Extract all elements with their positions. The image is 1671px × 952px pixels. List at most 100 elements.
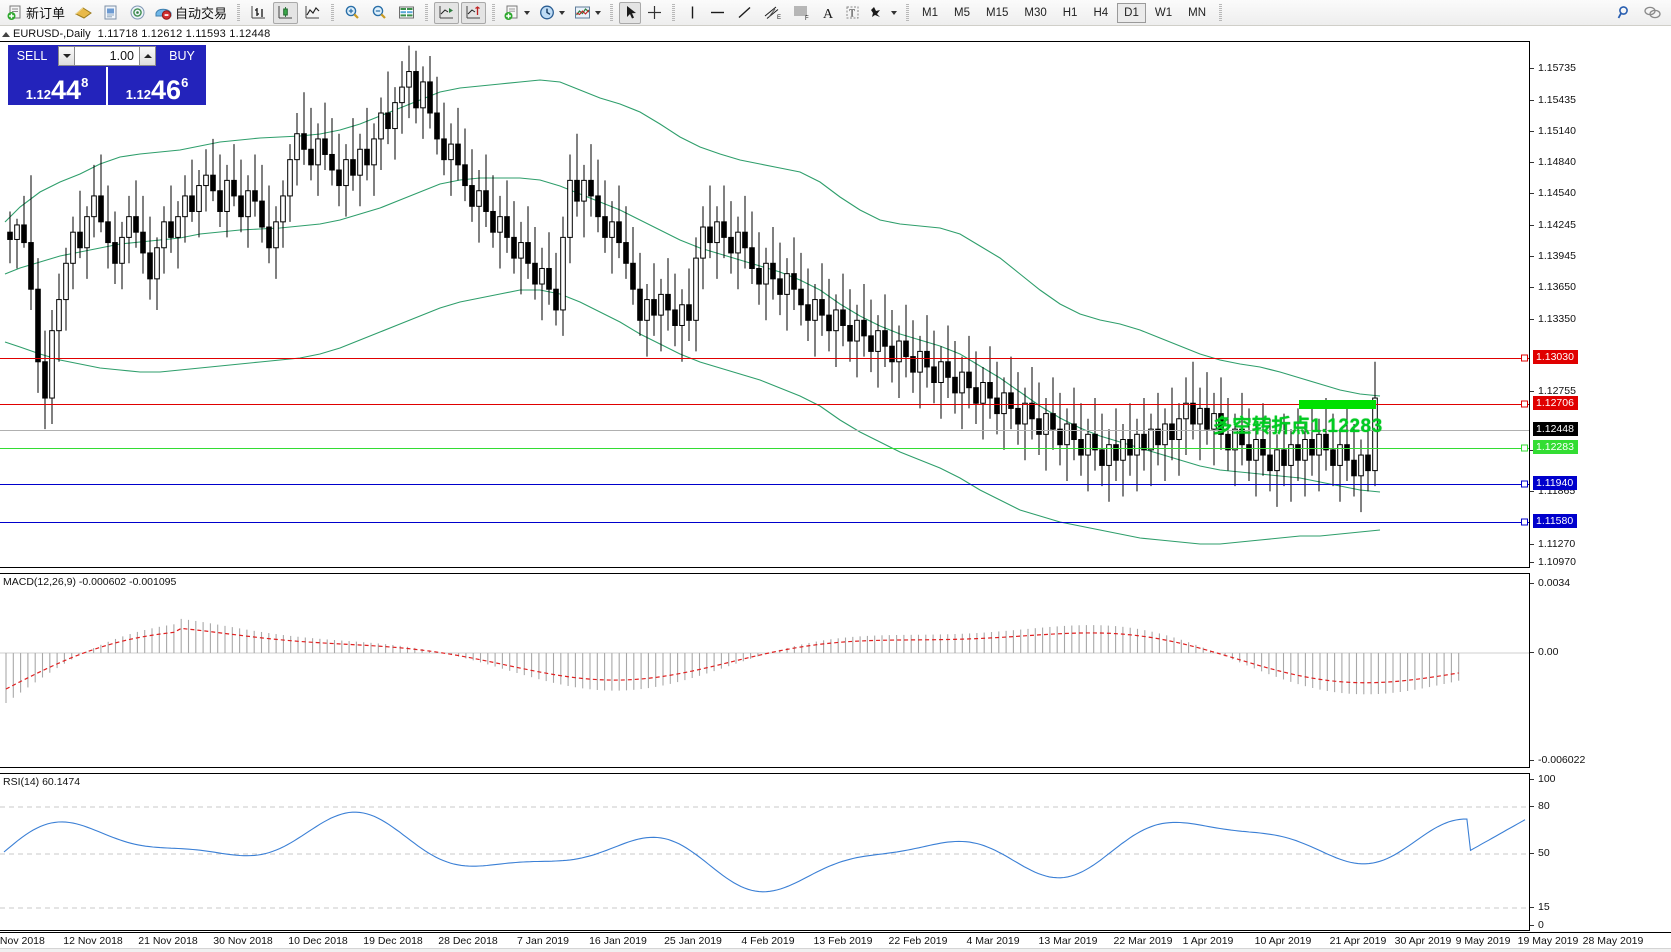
date-axis-label: 1 Apr 2019 [1182, 935, 1234, 947]
search-button[interactable] [1612, 2, 1637, 24]
candlestick-chart-button[interactable] [273, 1, 299, 24]
level-handle-111940[interactable] [1521, 480, 1528, 488]
vertical-line-button[interactable] [681, 2, 703, 24]
date-axis-label: 28 May 2019 [1582, 935, 1644, 947]
chat-button[interactable] [1639, 2, 1666, 24]
timeframe-w1[interactable]: W1 [1154, 6, 1173, 19]
timeframe-h4[interactable]: H4 [1093, 6, 1109, 19]
expert-advisor-button[interactable] [71, 2, 96, 24]
metaeditor-button[interactable] [98, 2, 123, 24]
level-line-112283[interactable] [0, 448, 1529, 449]
level-handle-111580[interactable] [1521, 518, 1528, 526]
chart-shift-button[interactable] [434, 1, 460, 24]
new-order-button[interactable]: 新订单 [5, 2, 69, 24]
chevron-down-icon[interactable] [524, 10, 531, 15]
one-click-trading-panel[interactable]: SELL 1.00 BUY 1.12 44 8 1.12 46 6 [8, 45, 206, 105]
sell-price-fraction: 8 [81, 75, 89, 90]
timeframe-m1[interactable]: M1 [922, 6, 939, 19]
price-axis-scale[interactable]: 1.15735 1.15435 1.15140 1.14840 1.14540 … [1529, 41, 1671, 568]
level-line-112448 [0, 430, 1529, 431]
trendline-button[interactable] [732, 2, 757, 24]
zoom-in-button[interactable] [340, 2, 365, 24]
timeframe-m5[interactable]: M5 [954, 6, 970, 19]
timeframe-m30[interactable]: M30 [1024, 6, 1047, 19]
chart-title-bar: EURUSD-,Daily 1.11718 1.12612 1.11593 1.… [0, 27, 1671, 41]
svg-text:E: E [777, 15, 781, 21]
chart-autoscroll-button[interactable] [461, 1, 487, 24]
line-chart-button[interactable] [300, 2, 325, 24]
chart-collapse-icon[interactable] [2, 31, 10, 37]
periodicity-button[interactable] [535, 2, 568, 24]
price-chart-canvas [4, 45, 1381, 545]
svg-text:F: F [805, 16, 809, 21]
timeframe-mn[interactable]: MN [1188, 6, 1206, 19]
chevron-down-icon[interactable] [595, 10, 602, 15]
navigator-button[interactable] [125, 2, 150, 24]
sell-price-button[interactable]: 1.12 44 8 [8, 67, 106, 105]
level-line-113030[interactable] [0, 358, 1529, 359]
level-line-111580[interactable] [0, 522, 1529, 523]
date-axis-label: 19 May 2019 [1517, 935, 1579, 947]
bar-chart-button[interactable] [246, 2, 271, 24]
macd-tick: 0.00 [1530, 646, 1558, 658]
timeframe-d1[interactable]: D1 [1117, 2, 1146, 23]
chevron-down-icon[interactable] [559, 10, 566, 15]
rsi-indicator-pane[interactable]: RSI(14) 60.1474 [0, 773, 1529, 931]
rsi-tick: 80 [1530, 800, 1550, 812]
zoom-out-icon [372, 5, 386, 19]
price-tag-pivot[interactable]: 1.12283 [1533, 440, 1578, 454]
lot-increase-button[interactable] [139, 46, 156, 66]
rsi-tick: 0 [1530, 919, 1544, 931]
date-axis-label: 19 Dec 2018 [363, 935, 423, 947]
lot-size-control[interactable]: 1.00 [56, 45, 158, 67]
level-line-111940[interactable] [0, 484, 1529, 485]
date-axis-label: 13 Feb 2019 [813, 935, 873, 947]
timeframe-m15[interactable]: M15 [986, 6, 1009, 19]
buy-label[interactable]: BUY [158, 45, 206, 67]
green-highlight-rectangle[interactable] [1299, 400, 1376, 409]
price-tag-support-2[interactable]: 1.11580 [1533, 514, 1578, 528]
candlestick-chart-icon [278, 6, 293, 19]
level-line-112706[interactable] [0, 404, 1529, 405]
level-handle-112706[interactable] [1521, 400, 1528, 408]
price-tick: 1.13350 [1530, 313, 1576, 325]
crosshair-button[interactable] [643, 2, 666, 24]
sell-price-main: 44 [51, 75, 82, 106]
text-button[interactable]: A [817, 2, 839, 24]
date-axis[interactable]: 3 Nov 2018 12 Nov 2018 21 Nov 2018 30 Nov 2… [0, 932, 1671, 952]
macd-tick: 0.0034 [1530, 577, 1570, 589]
date-axis-label: 3 Nov 2018 [0, 935, 45, 947]
zoom-out-button[interactable] [367, 2, 392, 24]
price-tag-resistance-2[interactable]: 1.12706 [1533, 396, 1578, 410]
candlestick-series [7, 45, 1378, 513]
chart-annotation-text[interactable]: 多空转折点1.12283 [1213, 416, 1383, 437]
data-window-button[interactable] [394, 2, 419, 24]
level-handle-113030[interactable] [1521, 354, 1528, 362]
price-tag-support-1[interactable]: 1.11940 [1533, 476, 1578, 490]
cursor-button[interactable] [619, 1, 642, 24]
buy-price-button[interactable]: 1.12 46 6 [108, 67, 206, 105]
lot-decrease-button[interactable] [58, 46, 75, 66]
macd-indicator-pane[interactable]: MACD(12,26,9) -0.000602 -0.001095 [0, 573, 1529, 768]
svg-text:T: T [849, 9, 855, 20]
level-handle-112283[interactable] [1521, 444, 1528, 452]
templates-button[interactable] [501, 2, 533, 24]
date-axis-label: 10 Dec 2018 [288, 935, 348, 947]
timeframe-h1[interactable]: H1 [1062, 6, 1078, 19]
data-window-icon [399, 6, 415, 19]
price-tag-last-price[interactable]: 1.12448 [1533, 422, 1578, 436]
indicators-button[interactable] [570, 2, 604, 24]
shapes-button[interactable] [866, 2, 900, 24]
price-tag-resistance-1[interactable]: 1.13030 [1533, 350, 1578, 364]
chevron-down-icon[interactable] [891, 10, 898, 15]
lot-size-input[interactable]: 1.00 [75, 46, 139, 66]
autotrading-button[interactable]: 自动交易 [152, 2, 231, 24]
price-chart-pane[interactable] [0, 41, 1529, 568]
rsi-tick: 100 [1530, 773, 1556, 785]
sell-label[interactable]: SELL [8, 45, 56, 67]
text-label-button[interactable]: T [841, 2, 864, 24]
equidistant-channel-button[interactable]: E [759, 2, 786, 24]
fibonacci-button[interactable]: F [788, 2, 815, 24]
horizontal-line-button[interactable] [705, 2, 730, 24]
date-axis-label: 28 Dec 2018 [438, 935, 498, 947]
